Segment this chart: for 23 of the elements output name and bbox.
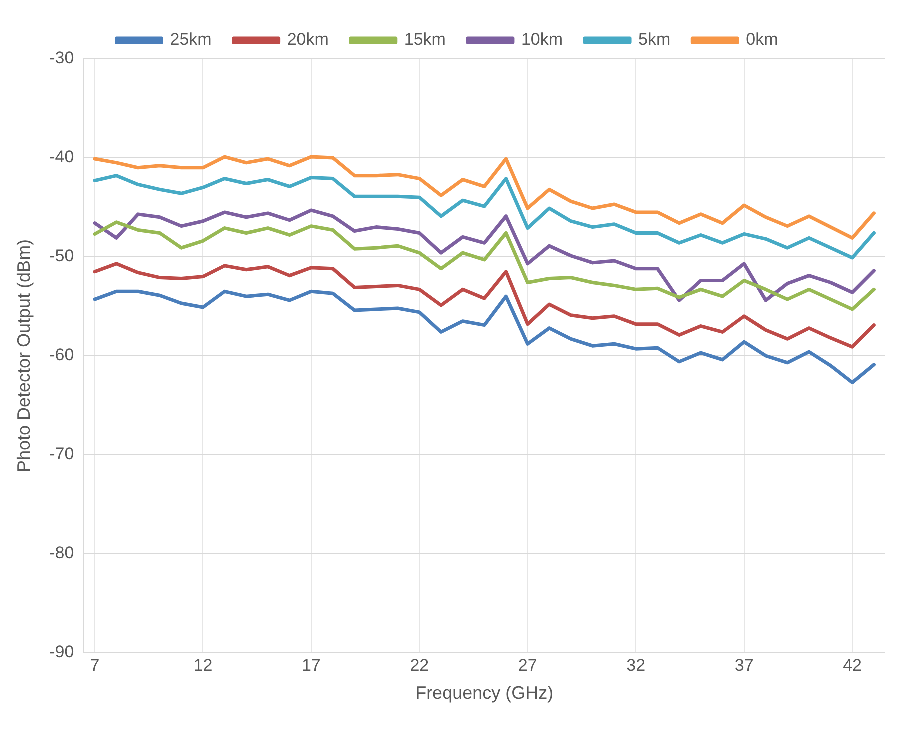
x-tick-label: 22	[410, 656, 430, 675]
x-tick-label: 12	[194, 656, 213, 675]
y-tick-label: -60	[50, 346, 74, 365]
y-axis-title: Photo Detector Output (dBm)	[14, 239, 34, 473]
x-tick-label: 37	[734, 656, 754, 675]
y-tick-label: -40	[50, 148, 74, 167]
legend-label: 5km	[638, 30, 671, 50]
x-tick-label: 42	[843, 656, 862, 675]
x-tick-label: 7	[90, 656, 100, 675]
legend-label: 25km	[170, 30, 212, 50]
legend-label: 20km	[287, 30, 329, 50]
legend-label: 10km	[521, 30, 564, 50]
legend-label: 15km	[404, 30, 446, 50]
y-tick-label: -80	[50, 544, 74, 563]
x-tick-label: 27	[518, 656, 538, 675]
y-tick-label: -50	[50, 246, 74, 266]
x-tick-label: 17	[302, 656, 321, 675]
y-tick-label: -30	[50, 48, 74, 68]
legend-label: 0km	[746, 30, 778, 50]
y-tick-label: -70	[50, 444, 74, 464]
y-tick-label: -90	[50, 642, 74, 662]
x-axis-title: Frequency (GHz)	[416, 683, 554, 704]
x-tick-label: 32	[626, 656, 646, 675]
